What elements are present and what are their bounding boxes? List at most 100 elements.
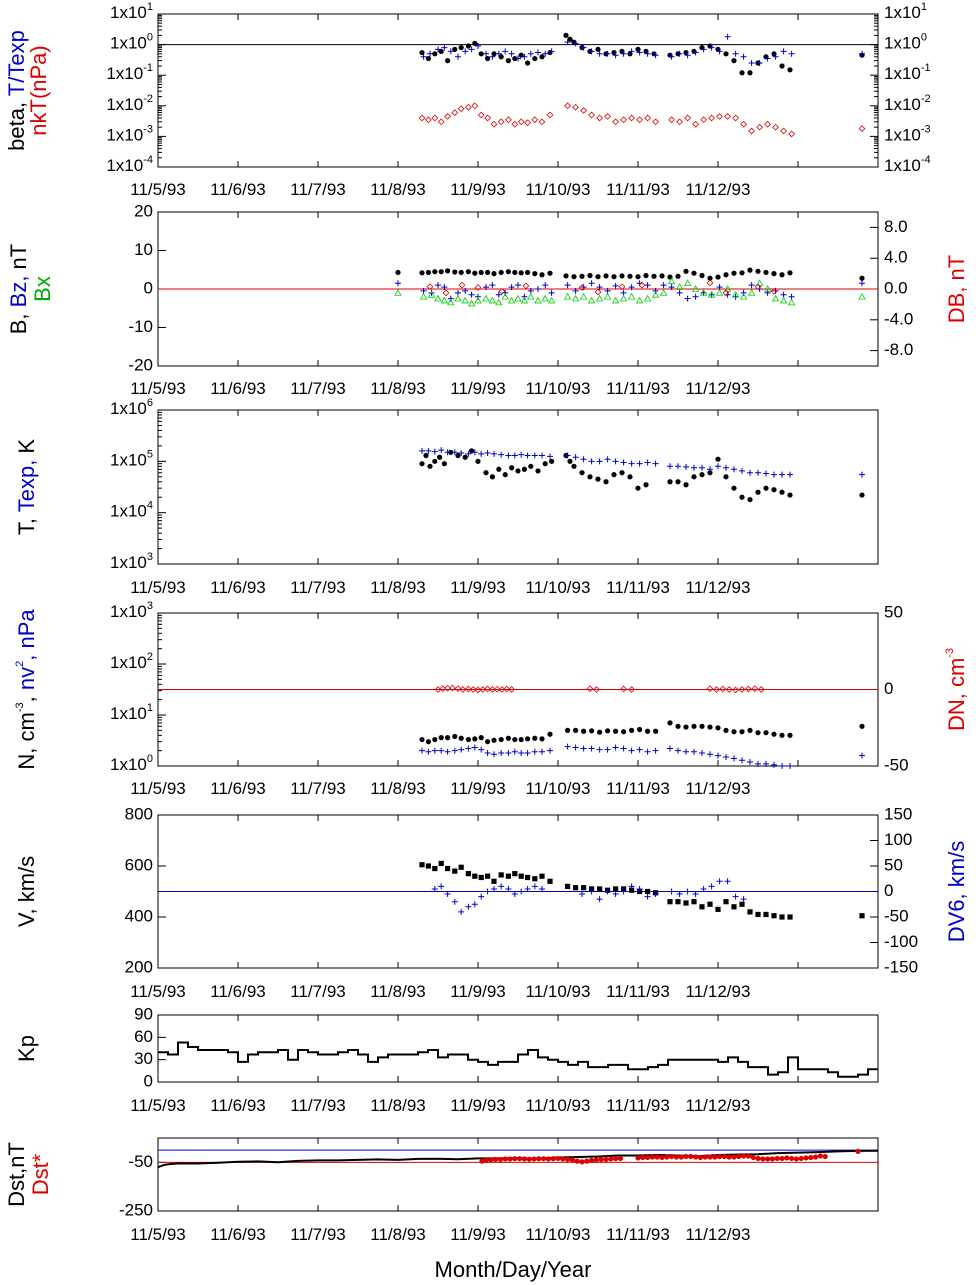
data-point bbox=[596, 114, 603, 122]
data-point bbox=[518, 451, 525, 458]
data-point bbox=[536, 1156, 542, 1162]
data-point bbox=[535, 49, 541, 56]
data-point bbox=[620, 459, 627, 466]
data-point bbox=[512, 55, 518, 62]
data-point bbox=[731, 729, 737, 735]
data-point bbox=[652, 118, 659, 126]
data-point bbox=[691, 748, 697, 755]
data-point bbox=[531, 748, 538, 755]
data-point bbox=[628, 114, 635, 122]
data-point bbox=[747, 267, 753, 273]
data-point bbox=[604, 888, 611, 895]
data-point bbox=[731, 485, 737, 491]
data-point bbox=[659, 1154, 665, 1161]
data-point bbox=[613, 886, 619, 892]
data-point bbox=[722, 289, 730, 297]
data-point bbox=[772, 123, 779, 131]
y-axis-label: T, Texp, K bbox=[14, 439, 39, 536]
data-point bbox=[779, 63, 785, 69]
data-point bbox=[612, 118, 619, 126]
data-point bbox=[675, 463, 681, 470]
y-axis-label: Dst* bbox=[28, 1153, 53, 1195]
data-point bbox=[717, 1153, 723, 1160]
data-point bbox=[508, 284, 515, 291]
data-point bbox=[435, 46, 441, 53]
y-tick-label: 800 bbox=[125, 804, 153, 823]
data-point bbox=[732, 293, 739, 300]
data-point bbox=[485, 269, 491, 276]
data-point bbox=[449, 684, 456, 692]
data-point bbox=[588, 280, 595, 287]
data-point bbox=[859, 752, 865, 759]
data-point bbox=[667, 899, 673, 905]
data-point bbox=[793, 1156, 800, 1162]
data-point bbox=[465, 269, 471, 275]
data-point bbox=[784, 1155, 790, 1161]
data-point bbox=[532, 735, 538, 741]
data-point bbox=[548, 289, 555, 296]
data-point bbox=[774, 1155, 780, 1162]
data-point bbox=[478, 874, 484, 881]
data-point bbox=[667, 479, 673, 485]
right-y-tick-label: -50 bbox=[884, 755, 909, 774]
data-point bbox=[579, 470, 585, 476]
data-point bbox=[603, 479, 609, 485]
data-point bbox=[745, 1153, 752, 1159]
data-point bbox=[627, 292, 636, 300]
data-point bbox=[604, 746, 611, 753]
data-point bbox=[603, 1156, 609, 1163]
y-axis-label: beta, T/Texp bbox=[4, 30, 29, 151]
data-point bbox=[675, 899, 681, 905]
data-point bbox=[798, 1155, 804, 1162]
x-tick-label: 11/10/93 bbox=[526, 1096, 591, 1115]
data-point bbox=[699, 749, 705, 756]
data-point bbox=[550, 1156, 556, 1162]
data-point bbox=[628, 284, 635, 291]
data-point bbox=[427, 290, 436, 298]
data-point bbox=[587, 296, 596, 304]
data-point bbox=[596, 896, 603, 903]
y-tick-label: 60 bbox=[134, 1027, 153, 1046]
data-point bbox=[706, 279, 714, 287]
data-point bbox=[612, 52, 619, 59]
data-point bbox=[531, 116, 539, 124]
data-point bbox=[469, 686, 477, 693]
data-point bbox=[539, 272, 545, 278]
data-point bbox=[736, 1153, 742, 1160]
data-point bbox=[683, 279, 692, 287]
y-tick-label: 1x10-4 bbox=[106, 154, 153, 176]
y-tick-label: 90 bbox=[134, 1004, 153, 1023]
data-point bbox=[763, 730, 769, 736]
data-point bbox=[755, 489, 761, 495]
y-axis-label: nkT(nPa) bbox=[26, 45, 51, 135]
data-point bbox=[628, 686, 635, 693]
data-point bbox=[771, 761, 777, 768]
data-point bbox=[565, 727, 571, 733]
data-point bbox=[447, 48, 454, 55]
data-point bbox=[444, 449, 451, 456]
data-point bbox=[547, 878, 553, 884]
data-point bbox=[620, 50, 627, 57]
data-point bbox=[427, 463, 433, 469]
data-point bbox=[619, 470, 625, 476]
y-tick-label: -250 bbox=[119, 1200, 153, 1219]
data-point bbox=[581, 885, 587, 891]
y-tick-label: 1x10-3 bbox=[106, 123, 153, 145]
data-point bbox=[538, 118, 546, 126]
data-point bbox=[441, 284, 448, 291]
data-point bbox=[539, 54, 545, 60]
series bbox=[479, 1148, 861, 1165]
data-point bbox=[441, 44, 448, 51]
data-point bbox=[478, 51, 484, 57]
data-point bbox=[707, 290, 716, 298]
series bbox=[419, 448, 865, 503]
data-point bbox=[715, 906, 721, 912]
y-tick-label-right: 1x10-2 bbox=[884, 93, 931, 115]
data-point bbox=[419, 292, 428, 300]
x-tick-label: 11/5/93 bbox=[130, 578, 185, 597]
data-point bbox=[437, 454, 443, 460]
data-point bbox=[493, 685, 501, 693]
data-point bbox=[419, 862, 425, 868]
data-point bbox=[715, 463, 721, 470]
data-point bbox=[721, 1153, 728, 1160]
